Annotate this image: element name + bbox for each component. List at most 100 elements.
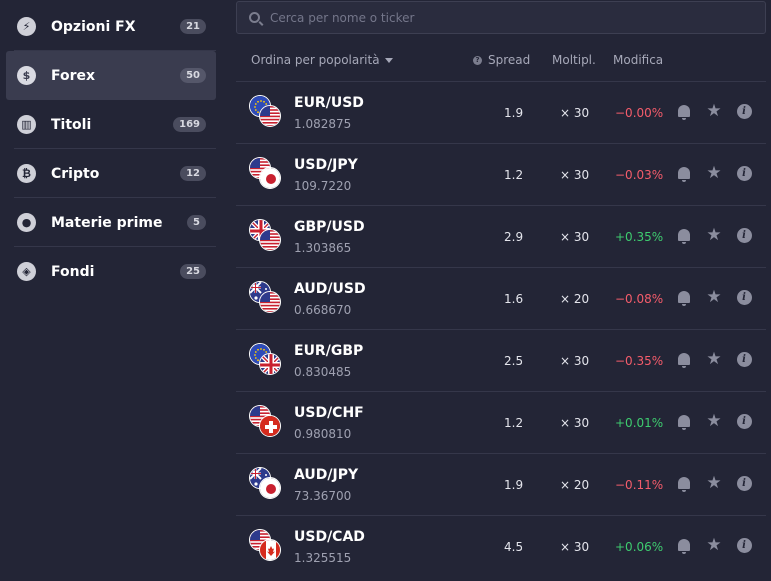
- sort-label: Ordina per popolarità: [251, 53, 380, 67]
- bell-icon[interactable]: [676, 227, 692, 244]
- spread-value: 2.5: [504, 354, 524, 368]
- flag-pair: [249, 281, 285, 317]
- table-row[interactable]: EUR/GBP 0.830485 2.5 × 30 −0.35% ★ i: [236, 329, 766, 391]
- divider: [14, 50, 216, 51]
- sidebar-item-label: Cripto: [51, 165, 100, 182]
- sidebar-item-fondi[interactable]: ◈ Fondi 25: [6, 247, 216, 296]
- flag-us-icon: [259, 105, 281, 127]
- info-icon[interactable]: i: [736, 165, 752, 181]
- star-icon[interactable]: ★: [706, 163, 722, 183]
- change-value: −0.35%: [615, 354, 664, 368]
- table-row[interactable]: AUD/JPY 73.36700 1.9 × 20 −0.11% ★ i: [236, 453, 766, 515]
- info-icon[interactable]: i: [736, 289, 752, 305]
- price: 73.36700: [294, 489, 352, 503]
- sidebar-item-label: Opzioni FX: [51, 18, 136, 35]
- sidebar-item-label: Materie prime: [51, 214, 163, 231]
- sidebar-item-label: Forex: [51, 67, 96, 84]
- sort-dropdown[interactable]: Ordina per popolarità: [251, 53, 393, 67]
- count-badge: 21: [180, 19, 206, 34]
- caret-down-icon: [384, 57, 393, 63]
- info-icon[interactable]: i: [736, 413, 752, 429]
- flag-ch-icon: [259, 415, 281, 437]
- bell-icon[interactable]: [676, 537, 692, 554]
- star-icon[interactable]: ★: [706, 287, 722, 307]
- search-box[interactable]: [236, 1, 766, 34]
- sidebar-item-label: Fondi: [51, 263, 95, 280]
- flag-gb-icon: [259, 353, 281, 375]
- sidebar-item-titoli[interactable]: ▥ Titoli 169: [6, 100, 216, 149]
- star-icon[interactable]: ★: [706, 411, 722, 431]
- spread-value: 1.2: [504, 168, 524, 182]
- table-header: Ordina per popolarità ? Spread Moltipl. …: [236, 44, 766, 82]
- sidebar-item-forex[interactable]: $ Forex 50: [6, 51, 216, 100]
- multiplier-value: × 30: [560, 230, 590, 244]
- table-row[interactable]: AUD/USD 0.668670 1.6 × 20 −0.08% ★ i: [236, 267, 766, 329]
- divider: [14, 148, 216, 149]
- dollar-icon: $: [17, 66, 36, 85]
- flag-us-icon: [259, 229, 281, 251]
- change-value: +0.35%: [615, 230, 664, 244]
- cube-icon: ◈: [17, 262, 36, 281]
- change-value: −0.11%: [615, 478, 664, 492]
- sidebar-item-opzioni-fx[interactable]: ⚡ Opzioni FX 21: [6, 2, 216, 51]
- info-icon[interactable]: i: [736, 227, 752, 243]
- bell-icon[interactable]: [676, 289, 692, 306]
- info-icon[interactable]: i: [736, 103, 752, 119]
- flag-pair: [249, 219, 285, 255]
- table-row[interactable]: GBP/USD 1.303865 2.9 × 30 +0.35% ★ i: [236, 205, 766, 267]
- star-icon[interactable]: ★: [706, 101, 722, 121]
- price: 0.980810: [294, 427, 352, 441]
- price: 0.668670: [294, 303, 352, 317]
- flag-pair: [249, 405, 285, 441]
- spread-header: ? Spread: [473, 53, 530, 67]
- divider: [14, 246, 216, 247]
- count-badge: 50: [180, 68, 206, 83]
- pair-name: AUD/JPY: [294, 467, 359, 483]
- divider: [14, 197, 216, 198]
- star-icon[interactable]: ★: [706, 225, 722, 245]
- spread-value: 1.6: [504, 292, 524, 306]
- bell-icon[interactable]: [676, 413, 692, 430]
- bell-icon[interactable]: [676, 475, 692, 492]
- sidebar-item-label: Titoli: [51, 116, 92, 133]
- multiplier-header: Moltipl.: [552, 53, 596, 67]
- price: 109.7220: [294, 179, 352, 193]
- sidebar-item-cripto[interactable]: ₿ Cripto 12: [6, 149, 216, 198]
- change-value: +0.01%: [615, 416, 664, 430]
- flag-pair: [249, 467, 285, 503]
- spread-header-label: Spread: [488, 53, 531, 67]
- table-row[interactable]: EUR/USD 1.082875 1.9 × 30 −0.00% ★ i: [236, 81, 766, 143]
- count-badge: 5: [187, 215, 206, 230]
- bank-icon: ▥: [17, 115, 36, 134]
- table-row[interactable]: USD/JPY 109.7220 1.2 × 30 −0.03% ★ i: [236, 143, 766, 205]
- info-icon[interactable]: i: [736, 537, 752, 553]
- info-icon[interactable]: i: [736, 475, 752, 491]
- question-icon[interactable]: ?: [473, 55, 482, 65]
- flag-pair: [249, 95, 285, 131]
- star-icon[interactable]: ★: [706, 473, 722, 493]
- flag-jp-icon: [259, 167, 281, 189]
- spread-value: 1.9: [504, 106, 524, 120]
- sidebar: ⚡ Opzioni FX 21 $ Forex 50 ▥ Titoli 169 ₿ Cripto 12…: [0, 0, 222, 581]
- bell-icon[interactable]: [676, 103, 692, 120]
- star-icon[interactable]: ★: [706, 349, 722, 369]
- sidebar-item-materie-prime[interactable]: ● Materie prime 5: [6, 198, 216, 247]
- flag-jp-icon: [259, 477, 281, 499]
- bell-icon[interactable]: [676, 351, 692, 368]
- table-row[interactable]: USD/CHF 0.980810 1.2 × 30 +0.01% ★ i: [236, 391, 766, 453]
- multiplier-value: × 30: [560, 416, 590, 430]
- table-row[interactable]: USD/CAD 1.325515 4.5 × 30 +0.06% ★ i: [236, 515, 766, 577]
- star-icon[interactable]: ★: [706, 535, 722, 555]
- spread-value: 1.9: [504, 478, 524, 492]
- multiplier-value: × 30: [560, 354, 590, 368]
- price: 0.830485: [294, 365, 352, 379]
- bell-icon[interactable]: [676, 165, 692, 182]
- search-input[interactable]: [270, 10, 750, 25]
- multiplier-value: × 30: [560, 540, 590, 554]
- flag-ca-icon: [259, 539, 281, 561]
- multiplier-value: × 20: [560, 292, 590, 306]
- bitcoin-icon: ₿: [17, 164, 36, 183]
- flag-pair: [249, 529, 285, 565]
- info-icon[interactable]: i: [736, 351, 752, 367]
- change-value: −0.03%: [615, 168, 664, 182]
